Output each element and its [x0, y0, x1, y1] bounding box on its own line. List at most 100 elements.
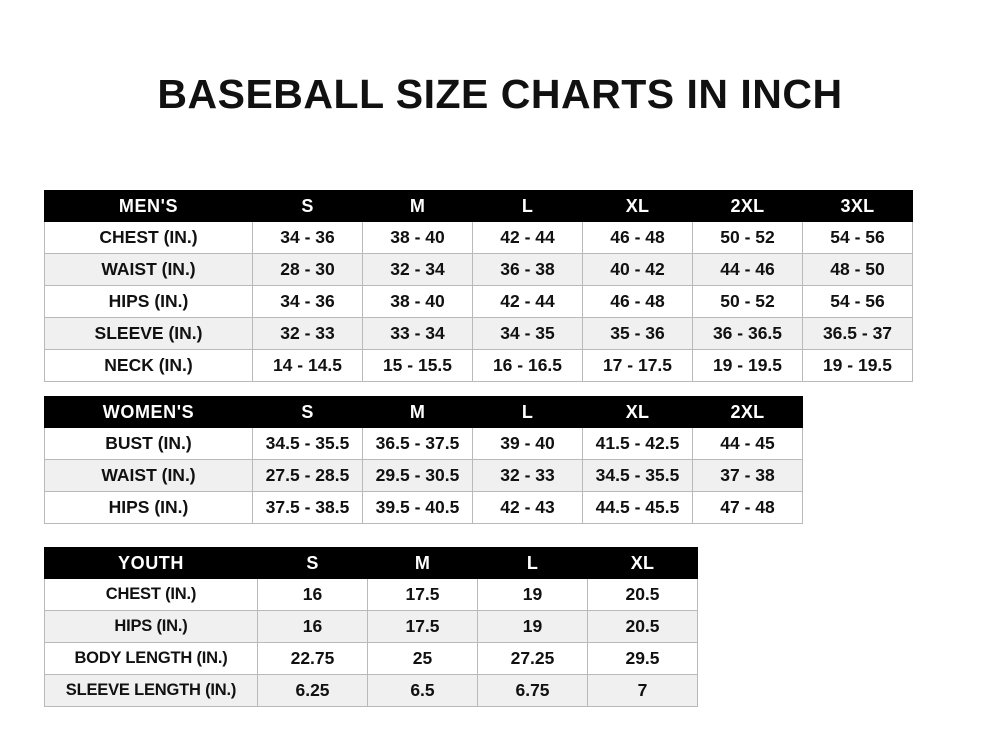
measurement-value: 36.5 - 37: [802, 317, 913, 350]
measurement-value: 42 - 44: [472, 221, 583, 254]
measurement-value: 14 - 14.5: [252, 349, 363, 382]
size-column-header: XL: [587, 547, 698, 579]
measurement-label: NECK (IN.): [44, 349, 253, 382]
category-header: MEN'S: [44, 190, 253, 222]
measurement-value: 22.75: [257, 642, 368, 675]
youth-size-table: YOUTH S M L XL CHEST (IN.) 16 17.5 19 20.5 HIPS (I…: [44, 547, 698, 707]
category-header: WOMEN'S: [44, 396, 253, 428]
measurement-value: 47 - 48: [692, 491, 803, 524]
measurement-value: 15 - 15.5: [362, 349, 473, 382]
table-row: CHEST (IN.) 16 17.5 19 20.5: [44, 578, 698, 611]
table-row: HIPS (IN.) 34 - 36 38 - 40 42 - 44 46 - 48 50…: [44, 285, 913, 318]
measurement-value: 34 - 35: [472, 317, 583, 350]
measurement-label: SLEEVE LENGTH (IN.): [44, 674, 258, 707]
table-row: WAIST (IN.) 28 - 30 32 - 34 36 - 38 40 - 42 4…: [44, 253, 913, 286]
page-title: BASEBALL SIZE CHARTS IN INCH: [157, 71, 843, 117]
measurement-value: 46 - 48: [582, 285, 693, 318]
measurement-value: 48 - 50: [802, 253, 913, 286]
size-column-header: L: [472, 190, 583, 222]
measurement-value: 27.25: [477, 642, 588, 675]
measurement-value: 32 - 33: [472, 459, 583, 492]
measurement-label: BUST (IN.): [44, 427, 253, 460]
measurement-label: CHEST (IN.): [44, 221, 253, 254]
measurement-value: 29.5 - 30.5: [362, 459, 473, 492]
measurement-value: 33 - 34: [362, 317, 473, 350]
measurement-value: 42 - 43: [472, 491, 583, 524]
size-column-header: 2XL: [692, 396, 803, 428]
measurement-value: 25: [367, 642, 478, 675]
measurement-value: 39 - 40: [472, 427, 583, 460]
measurement-value: 36 - 38: [472, 253, 583, 286]
measurement-value: 7: [587, 674, 698, 707]
measurement-value: 42 - 44: [472, 285, 583, 318]
table-row: NECK (IN.) 14 - 14.5 15 - 15.5 16 - 16.5 17 …: [44, 349, 913, 382]
measurement-value: 44.5 - 45.5: [582, 491, 693, 524]
measurement-value: 44 - 45: [692, 427, 803, 460]
measurement-value: 29.5: [587, 642, 698, 675]
table-row: CHEST (IN.) 34 - 36 38 - 40 42 - 44 46 - 48 5…: [44, 221, 913, 254]
measurement-value: 28 - 30: [252, 253, 363, 286]
measurement-value: 32 - 34: [362, 253, 473, 286]
measurement-value: 16 - 16.5: [472, 349, 583, 382]
size-column-header: L: [472, 396, 583, 428]
measurement-label: WAIST (IN.): [44, 253, 253, 286]
measurement-value: 17 - 17.5: [582, 349, 693, 382]
measurement-value: 34.5 - 35.5: [582, 459, 693, 492]
measurement-value: 50 - 52: [692, 221, 803, 254]
size-column-header: M: [362, 190, 473, 222]
table-row: BUST (IN.) 34.5 - 35.5 36.5 - 37.5 39 - 40 4…: [44, 427, 803, 460]
womens-size-table: WOMEN'S S M L XL 2XL BUST (IN.) 34.5 - 35.5 36.5…: [44, 396, 803, 524]
measurement-label: HIPS (IN.): [44, 610, 258, 643]
measurement-value: 20.5: [587, 610, 698, 643]
size-column-header: S: [252, 396, 363, 428]
measurement-value: 16: [257, 610, 368, 643]
table-header-row: MEN'S S M L XL 2XL 3XL: [44, 190, 913, 222]
measurement-value: 34 - 36: [252, 285, 363, 318]
measurement-value: 54 - 56: [802, 285, 913, 318]
mens-size-table: MEN'S S M L XL 2XL 3XL CHEST (IN.) 34 - 36 38 - 4…: [44, 190, 913, 382]
measurement-value: 6.25: [257, 674, 368, 707]
measurement-value: 37.5 - 38.5: [252, 491, 363, 524]
table-row: WAIST (IN.) 27.5 - 28.5 29.5 - 30.5 32 - 33…: [44, 459, 803, 492]
measurement-value: 20.5: [587, 578, 698, 611]
measurement-value: 17.5: [367, 610, 478, 643]
measurement-label: HIPS (IN.): [44, 285, 253, 318]
size-column-header: L: [477, 547, 588, 579]
measurement-label: SLEEVE (IN.): [44, 317, 253, 350]
measurement-value: 44 - 46: [692, 253, 803, 286]
measurement-value: 16: [257, 578, 368, 611]
measurement-value: 50 - 52: [692, 285, 803, 318]
size-column-header: 3XL: [802, 190, 913, 222]
size-column-header: S: [257, 547, 368, 579]
measurement-value: 19: [477, 610, 588, 643]
measurement-value: 36 - 36.5: [692, 317, 803, 350]
measurement-value: 41.5 - 42.5: [582, 427, 693, 460]
measurement-value: 54 - 56: [802, 221, 913, 254]
size-column-header: XL: [582, 396, 693, 428]
table-row: SLEEVE (IN.) 32 - 33 33 - 34 34 - 35 35 - 36…: [44, 317, 913, 350]
category-header: YOUTH: [44, 547, 258, 579]
table-header-row: YOUTH S M L XL: [44, 547, 698, 579]
measurement-value: 35 - 36: [582, 317, 693, 350]
measurement-value: 19: [477, 578, 588, 611]
measurement-label: WAIST (IN.): [44, 459, 253, 492]
measurement-value: 46 - 48: [582, 221, 693, 254]
table-row: SLEEVE LENGTH (IN.) 6.25 6.5 6.75 7: [44, 674, 698, 707]
measurement-value: 27.5 - 28.5: [252, 459, 363, 492]
measurement-value: 38 - 40: [362, 221, 473, 254]
measurement-value: 19 - 19.5: [802, 349, 913, 382]
size-column-header: M: [367, 547, 478, 579]
measurement-value: 32 - 33: [252, 317, 363, 350]
size-column-header: S: [252, 190, 363, 222]
table-header-row: WOMEN'S S M L XL 2XL: [44, 396, 803, 428]
measurement-value: 17.5: [367, 578, 478, 611]
measurement-value: 39.5 - 40.5: [362, 491, 473, 524]
measurement-value: 36.5 - 37.5: [362, 427, 473, 460]
measurement-value: 40 - 42: [582, 253, 693, 286]
measurement-label: BODY LENGTH (IN.): [44, 642, 258, 675]
table-row: HIPS (IN.) 37.5 - 38.5 39.5 - 40.5 42 - 43 4…: [44, 491, 803, 524]
measurement-value: 37 - 38: [692, 459, 803, 492]
measurement-value: 34.5 - 35.5: [252, 427, 363, 460]
size-column-header: XL: [582, 190, 693, 222]
